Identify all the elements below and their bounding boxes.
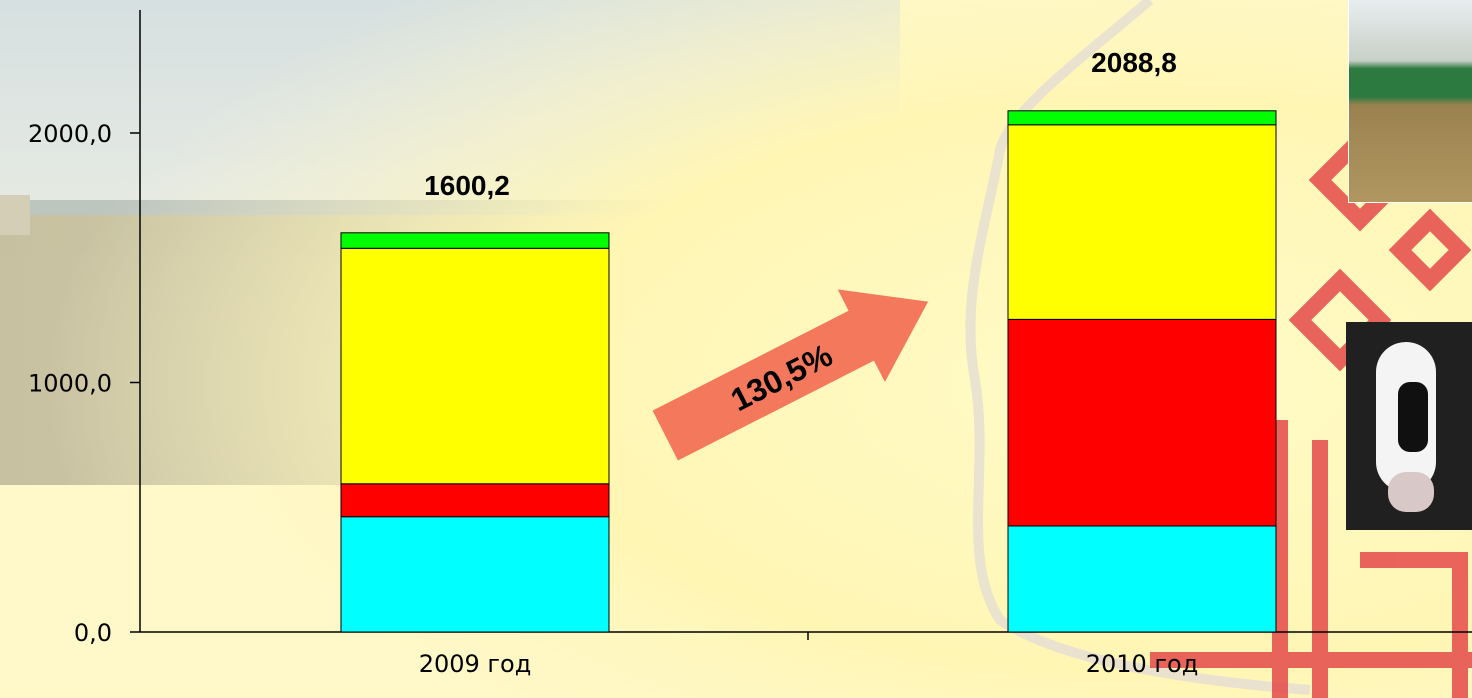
bar-segment — [1007, 124, 1277, 320]
y-tick-label: 0,0 — [74, 619, 112, 647]
y-axis-ticks: 0,0 1000,0 2000,0 — [28, 120, 140, 647]
ornament-pattern — [1150, 128, 1472, 698]
bar-segment — [1007, 110, 1277, 126]
x-category-label: 2010 год — [1086, 650, 1199, 678]
bar-segment — [340, 516, 610, 633]
y-tick-label: 2000,0 — [28, 120, 112, 148]
growth-arrow: 130,5% — [652, 289, 929, 461]
x-category-label: 2009 год — [419, 650, 532, 678]
harvest-photo — [1348, 0, 1472, 203]
total-value-label: 1600,2 — [424, 170, 510, 201]
bars-group — [340, 110, 1277, 633]
y-tick-label: 1000,0 — [28, 370, 112, 398]
arrow-shape — [652, 289, 929, 461]
bar-segment — [1007, 525, 1277, 633]
bar-segment — [340, 232, 610, 249]
bar-segment — [1007, 318, 1277, 527]
total-labels: 1600,2 2088,8 — [424, 47, 1177, 201]
bar-segment — [340, 483, 610, 518]
bar-segment — [340, 247, 610, 485]
total-value-label: 2088,8 — [1091, 47, 1177, 78]
x-axis-labels: 2009 год 2010 год — [419, 650, 1199, 678]
cow-photo — [1346, 322, 1472, 530]
